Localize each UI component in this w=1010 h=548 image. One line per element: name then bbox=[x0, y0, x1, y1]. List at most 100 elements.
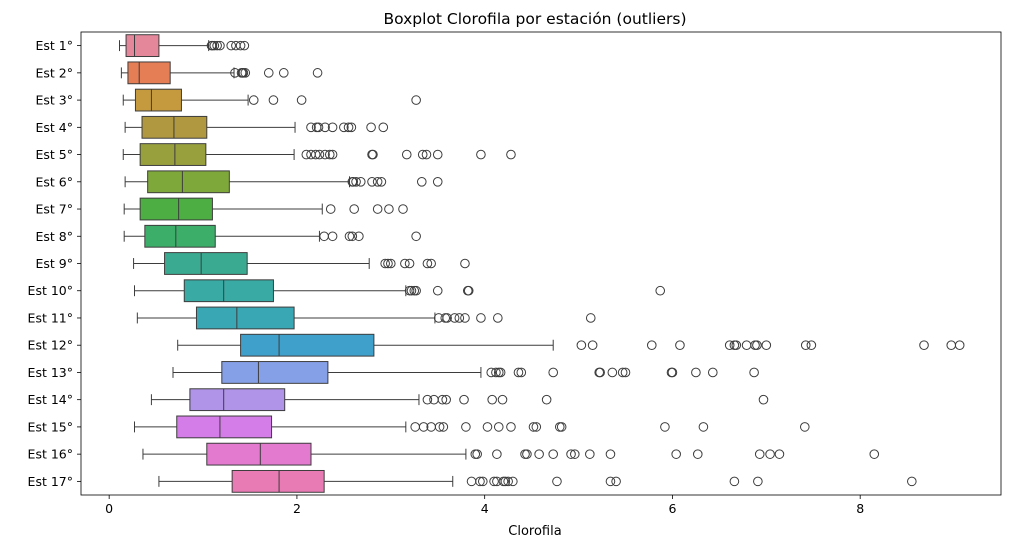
outlier-point bbox=[698, 422, 709, 432]
outlier-point bbox=[339, 122, 349, 133]
outlier-point bbox=[671, 449, 681, 459]
outlier-point bbox=[607, 367, 618, 378]
outlier-point bbox=[442, 313, 452, 323]
outlier-point bbox=[774, 449, 785, 459]
outlier-point bbox=[520, 449, 530, 459]
outlier-point bbox=[327, 231, 338, 242]
x-axis-label: Clorofila bbox=[508, 524, 561, 539]
outlier-point bbox=[691, 367, 701, 378]
outlier-point bbox=[441, 394, 451, 405]
outlier-point bbox=[226, 40, 237, 51]
outlier-point bbox=[707, 367, 718, 378]
outlier-point bbox=[741, 340, 752, 351]
outlier-point bbox=[367, 176, 377, 187]
outlier-point bbox=[729, 476, 740, 487]
outlier-point bbox=[454, 313, 465, 323]
outlier-point bbox=[343, 122, 354, 133]
outlier-point bbox=[354, 231, 364, 242]
y-tick-label: Est 6° bbox=[36, 174, 74, 189]
outlier-point bbox=[472, 449, 482, 459]
outlier-point bbox=[372, 204, 383, 214]
outlier-point bbox=[500, 476, 511, 487]
outlier-point bbox=[660, 422, 670, 432]
box bbox=[139, 197, 213, 221]
box bbox=[134, 88, 182, 112]
outlier-point bbox=[432, 285, 443, 296]
outlier-point bbox=[487, 394, 497, 405]
outlier-point bbox=[398, 204, 408, 214]
y-tick-label: Est 7° bbox=[36, 202, 74, 217]
outlier-point bbox=[620, 367, 631, 378]
outlier-point bbox=[475, 476, 485, 487]
outlier-point bbox=[434, 422, 445, 432]
y-tick-label: Est 2° bbox=[36, 65, 74, 80]
outlier-point bbox=[278, 68, 289, 78]
outlier-point bbox=[522, 449, 532, 459]
outlier-point bbox=[268, 95, 279, 105]
y-tick-label: Est 3° bbox=[36, 93, 74, 108]
outlier-point bbox=[248, 95, 259, 105]
outlier-point bbox=[355, 176, 366, 187]
outlier-point bbox=[495, 367, 506, 378]
outlier-point bbox=[320, 149, 330, 160]
outlier-point bbox=[212, 40, 222, 51]
y-tick-label: Est 13° bbox=[28, 365, 73, 380]
outlier-point bbox=[438, 422, 449, 432]
outlier-point bbox=[385, 258, 396, 269]
outlier-point bbox=[750, 340, 760, 351]
y-tick-label: Est 11° bbox=[28, 310, 73, 325]
outlier-point bbox=[416, 176, 427, 187]
outlier-point bbox=[406, 285, 417, 296]
outlier-point bbox=[476, 149, 486, 160]
y-tick-label: Est 12° bbox=[28, 338, 73, 353]
box bbox=[221, 361, 329, 384]
outlier-point bbox=[368, 149, 378, 160]
outlier-point bbox=[754, 449, 765, 459]
outlier-point bbox=[215, 40, 225, 51]
outlier-point bbox=[492, 449, 502, 459]
outlier-point bbox=[749, 367, 759, 378]
outlier-point bbox=[463, 285, 474, 296]
outlier-point bbox=[506, 149, 516, 160]
outlier-point bbox=[954, 340, 965, 351]
box bbox=[195, 306, 295, 330]
outlier-point bbox=[460, 258, 470, 269]
box bbox=[147, 170, 230, 194]
outlier-point bbox=[440, 313, 451, 323]
outlier-point bbox=[534, 449, 544, 459]
outlier-point bbox=[493, 313, 503, 323]
outlier-point bbox=[449, 313, 460, 323]
outlier-point bbox=[761, 340, 772, 351]
outlier-point bbox=[493, 422, 504, 432]
outlier-point bbox=[411, 231, 421, 242]
box bbox=[240, 333, 375, 357]
outlier-point bbox=[731, 340, 742, 351]
box bbox=[206, 442, 312, 466]
outlier-point bbox=[724, 340, 735, 351]
outlier-point bbox=[667, 367, 678, 378]
outlier-point bbox=[605, 449, 616, 459]
outlier-point bbox=[548, 367, 559, 378]
outlier-point bbox=[503, 476, 513, 487]
outlier-point bbox=[422, 258, 433, 269]
outlier-point bbox=[513, 367, 524, 378]
box bbox=[231, 469, 325, 493]
outlier-point bbox=[605, 476, 616, 487]
outlier-point bbox=[311, 122, 322, 133]
outlier-point bbox=[349, 204, 359, 214]
outlier-point bbox=[800, 340, 811, 351]
outlier-point bbox=[263, 68, 274, 78]
outlier-point bbox=[319, 231, 329, 242]
outlier-point bbox=[346, 122, 357, 133]
outlier-point bbox=[324, 149, 335, 160]
outlier-point bbox=[576, 340, 587, 351]
outlier-point bbox=[611, 476, 621, 487]
outlier-point bbox=[569, 449, 580, 459]
outlier-point bbox=[327, 122, 338, 133]
outlier-point bbox=[477, 476, 488, 487]
box bbox=[189, 388, 286, 412]
box bbox=[139, 143, 207, 166]
outlier-point bbox=[482, 422, 493, 432]
outlier-point bbox=[384, 204, 394, 214]
x-tick-label: 6 bbox=[668, 501, 676, 516]
